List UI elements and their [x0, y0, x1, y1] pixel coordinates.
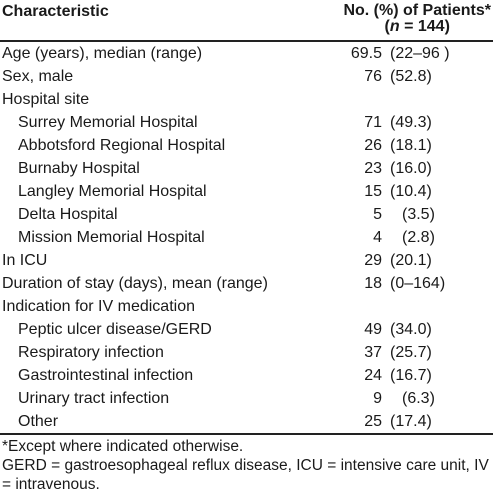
table-row: Urinary tract infection 9 (6.3): [0, 387, 493, 410]
row-percent: (2.8): [402, 229, 435, 246]
row-label: Abbotsford Regional Hospital: [18, 137, 226, 154]
count-header-line2: (n = 144): [343, 19, 491, 35]
row-count: 23: [364, 160, 382, 177]
row-label: Surrey Memorial Hospital: [18, 114, 198, 131]
row-count: 26: [364, 137, 382, 154]
row-percent: (0–164): [390, 275, 446, 292]
row-percent: (49.3): [390, 114, 432, 131]
row-count: 15: [364, 183, 382, 200]
row-count: 24: [364, 367, 382, 384]
row-label: Peptic ulcer disease/GERD: [18, 321, 212, 338]
row-percent: (6.3): [402, 390, 435, 407]
footnote-abbreviations: GERD = gastroesophageal reflux disease, …: [2, 457, 489, 493]
count-header-line1: No. (%) of Patients*: [343, 2, 491, 19]
characteristic-column-header: Characteristic: [2, 3, 109, 20]
table-row: Gastrointestinal infection 24 (16.7): [0, 364, 493, 387]
row-count: 29: [364, 252, 382, 269]
count-header-n: n: [389, 18, 400, 35]
table-footnotes: *Except where indicated otherwise. GERD …: [0, 435, 493, 494]
count-column-header: No. (%) of Patients* (n = 144): [343, 3, 491, 35]
table-row: Mission Memorial Hospital 4 (2.8): [0, 226, 493, 249]
row-label: Urinary tract infection: [18, 390, 170, 407]
table-row: Respiratory infection 37 (25.7): [0, 341, 493, 364]
row-count: 25: [364, 413, 382, 430]
row-percent: (16.7): [390, 367, 432, 384]
table-row: Duration of stay (days), mean (range) 18…: [0, 272, 493, 295]
table-row: Langley Memorial Hospital 15 (10.4): [0, 180, 493, 203]
count-header-open: (: [384, 18, 390, 35]
table-body: Age (years), median (range) 69.5 (22–96 …: [0, 42, 493, 433]
row-label: Langley Memorial Hospital: [18, 183, 207, 200]
table-row: Age (years), median (range) 69.5 (22–96 …: [0, 42, 493, 65]
table-row: Surrey Memorial Hospital 71 (49.3): [0, 111, 493, 134]
table-row-section-heading: Indication for IV medication: [0, 295, 493, 318]
row-percent: (20.1): [390, 252, 432, 269]
row-percent: (25.7): [390, 344, 432, 361]
row-label: Respiratory infection: [18, 344, 164, 361]
row-percent: (52.8): [390, 68, 432, 85]
row-label: Indication for IV medication: [2, 298, 195, 315]
row-count: 5: [373, 206, 382, 223]
table-bottom-rule: [0, 433, 493, 435]
row-count: 49: [364, 321, 382, 338]
row-percent: (22–96 ): [390, 45, 450, 62]
row-percent: (34.0): [390, 321, 432, 338]
row-label: Duration of stay (days), mean (range): [2, 275, 268, 292]
row-label: Burnaby Hospital: [18, 160, 140, 177]
row-label: Other: [18, 413, 59, 430]
row-count: 9: [373, 390, 382, 407]
table-row: Sex, male 76 (52.8): [0, 65, 493, 88]
row-label: Sex, male: [2, 68, 74, 85]
row-count: 69.5: [350, 45, 382, 62]
row-percent: (17.4): [390, 413, 432, 430]
table-row: Other 25 (17.4): [0, 410, 493, 433]
row-label: Hospital site: [2, 91, 90, 108]
footnote-asterisk: *Except where indicated otherwise.: [2, 438, 244, 455]
row-count: 37: [364, 344, 382, 361]
table-header: Characteristic No. (%) of Patients* (n =…: [0, 0, 493, 42]
row-count: 18: [364, 275, 382, 292]
row-label: Delta Hospital: [18, 206, 118, 223]
row-count: 76: [364, 68, 382, 85]
row-percent: (18.1): [390, 137, 432, 154]
table-row: In ICU 29 (20.1): [0, 249, 493, 272]
row-label: Age (years), median (range): [2, 45, 203, 62]
row-label: In ICU: [2, 252, 48, 269]
table-row-section-heading: Hospital site: [0, 88, 493, 111]
row-label: Mission Memorial Hospital: [18, 229, 205, 246]
table-row: Peptic ulcer disease/GERD 49 (34.0): [0, 318, 493, 341]
table-row: Burnaby Hospital 23 (16.0): [0, 157, 493, 180]
row-percent: (3.5): [402, 206, 435, 223]
table-row: Delta Hospital 5 (3.5): [0, 203, 493, 226]
row-percent: (10.4): [390, 183, 432, 200]
count-header-rest: = 144): [399, 18, 450, 35]
table-row: Abbotsford Regional Hospital 26 (18.1): [0, 134, 493, 157]
row-label: Gastrointestinal infection: [18, 367, 194, 384]
row-percent: (16.0): [390, 160, 432, 177]
row-count: 4: [373, 229, 382, 246]
row-count: 71: [364, 114, 382, 131]
